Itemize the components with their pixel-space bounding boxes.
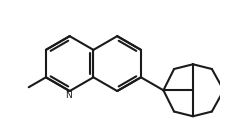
Text: N: N [66,91,72,100]
